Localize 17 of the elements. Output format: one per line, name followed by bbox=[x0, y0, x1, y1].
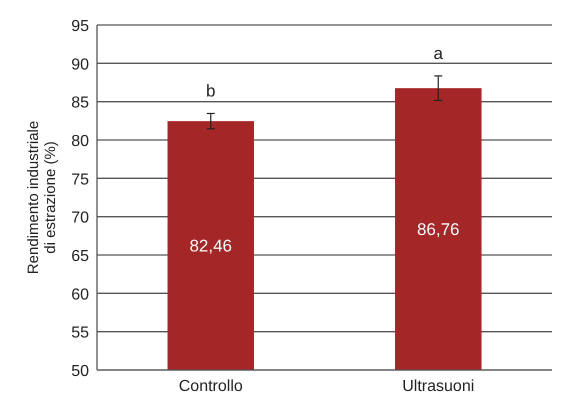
y-tick-label: 65 bbox=[71, 248, 90, 265]
y-tick-label: 85 bbox=[71, 94, 90, 112]
annotation: a bbox=[434, 44, 444, 63]
y-tick-label: 70 bbox=[71, 210, 90, 227]
y-tick-label: 60 bbox=[71, 286, 90, 304]
data-label: 86,76 bbox=[416, 220, 460, 240]
x-tick-label: Controllo bbox=[178, 378, 243, 395]
y-tick-label: 90 bbox=[71, 56, 90, 74]
x-tick-label: Ultrasuoni bbox=[402, 378, 474, 395]
data-label: 82,46 bbox=[189, 236, 232, 256]
y-tick-label: 50 bbox=[71, 363, 90, 380]
y-tick-label: 75 bbox=[71, 171, 90, 188]
annotation: b bbox=[206, 81, 216, 100]
y-tick-label: 80 bbox=[71, 133, 90, 150]
y-tick-label: 95 bbox=[71, 18, 90, 35]
y-axis-title: Rendimento industriale di estrazione (%) bbox=[25, 120, 59, 274]
y-tick-label: 55 bbox=[71, 324, 90, 342]
